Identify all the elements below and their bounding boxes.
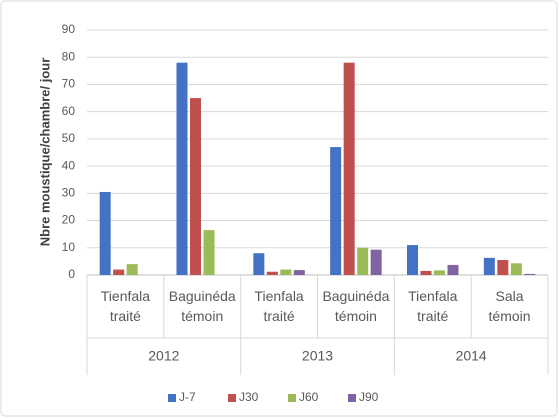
y-tick-label: 60 [62, 104, 76, 118]
x-tick-label: Baguinéda témoin [168, 288, 236, 324]
bar [357, 247, 369, 275]
bar [190, 98, 201, 275]
bar [370, 249, 382, 275]
y-axis-label: Nbre moustique/chambre/ jour [37, 58, 52, 247]
bar [113, 269, 125, 275]
group-label: 2013 [302, 348, 333, 364]
bar [483, 257, 495, 275]
x-tick-label: Tienfala traité [408, 288, 458, 324]
bar [99, 191, 111, 275]
bar [266, 271, 278, 275]
bar [253, 253, 265, 275]
y-tick-label: 90 [62, 22, 76, 36]
x-tick-label-box: Baguinéda témoin [322, 288, 390, 324]
legend-swatch [228, 394, 236, 402]
bar [126, 264, 138, 275]
legend-label: J60 [299, 390, 319, 404]
bar [407, 245, 418, 275]
bar [343, 62, 355, 275]
legend-label: J90 [359, 390, 379, 404]
group-label: 2014 [456, 348, 487, 364]
bar [420, 270, 432, 275]
legend-swatch [168, 394, 176, 402]
legend-label: J30 [239, 390, 259, 404]
y-tick-label: 0 [68, 267, 75, 281]
y-tick-label: 30 [62, 186, 76, 200]
x-tick-label: Tienfala traité [100, 288, 151, 324]
y-tick-label: 10 [62, 240, 76, 254]
bar [330, 147, 342, 275]
bar [176, 62, 188, 275]
legend-swatch [348, 394, 356, 402]
bar [447, 264, 459, 275]
y-tick-label: 80 [62, 49, 76, 63]
bar [510, 263, 522, 275]
bar [524, 273, 536, 275]
x-tick-label: Baguinéda témoin [322, 288, 390, 324]
y-tick-label: 50 [62, 131, 76, 145]
x-tick-label-box: Baguinéda témoin [168, 288, 236, 324]
y-tick-label: 20 [62, 213, 76, 227]
bar [280, 269, 292, 275]
x-tick-label-box: Tienfala traité [100, 288, 151, 324]
x-tick-label: Sala témoin [488, 288, 531, 324]
legend-swatch [288, 394, 296, 402]
bar [434, 270, 445, 275]
y-tick-label: 70 [62, 77, 76, 91]
legend-label: J-7 [179, 390, 196, 404]
x-tick-label: Tienfala traité [254, 288, 304, 324]
bar [293, 270, 305, 275]
x-tick-label-box: Tienfala traité [408, 288, 458, 324]
x-tick-label-box: Tienfala traité [254, 288, 304, 324]
bar [497, 260, 509, 275]
group-label: 2012 [148, 348, 179, 364]
x-tick-label-box: Sala témoin [488, 288, 531, 324]
y-tick-label: 40 [62, 158, 76, 172]
bar [203, 230, 215, 275]
